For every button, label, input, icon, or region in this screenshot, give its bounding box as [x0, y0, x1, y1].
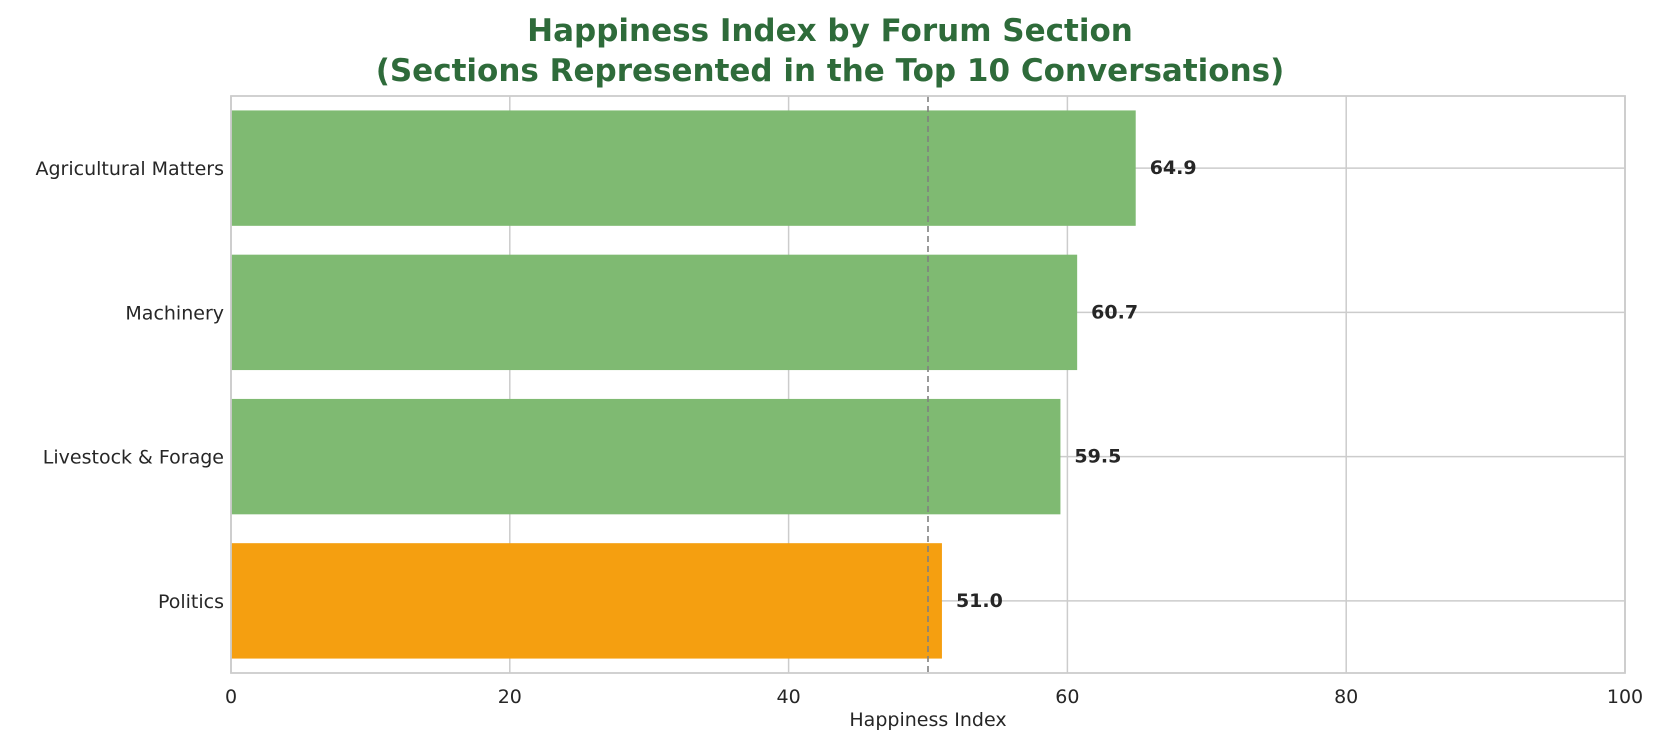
chart-title: Happiness Index by Forum Section	[527, 13, 1133, 49]
plot-border	[230, 95, 1626, 674]
labels-layer: 0 20 40 60 80 100 Agricultural Matters 64.9 Mach…	[35, 157, 1643, 731]
x-tick-label: 100	[1607, 686, 1643, 708]
bars-layer	[231, 110, 1136, 659]
y-tick-label: Politics	[158, 591, 224, 613]
x-axis-label: Happiness Index	[849, 709, 1006, 731]
x-tick-label: 40	[777, 686, 801, 708]
x-tick-label: 80	[1334, 686, 1358, 708]
bar-politics	[231, 543, 942, 659]
x-tick-label: 20	[498, 686, 522, 708]
bar-machinery	[231, 254, 1078, 371]
y-tick-label: Machinery	[125, 302, 224, 324]
bar-livestock-forage	[231, 398, 1061, 515]
y-tick-label: Livestock & Forage	[43, 447, 224, 469]
bar-value-label: 51.0	[956, 590, 1003, 612]
chart-subtitle: (Sections Represented in the Top 10 Conv…	[375, 53, 1285, 89]
bar-value-label: 60.7	[1091, 301, 1138, 323]
bar-agricultural-matters	[231, 110, 1136, 226]
y-tick-label: Agricultural Matters	[35, 158, 224, 180]
plot-frame	[230, 95, 1626, 674]
bar-value-label: 59.5	[1074, 446, 1121, 468]
x-tick-label: 60	[1055, 686, 1079, 708]
x-tick-label: 0	[225, 686, 237, 708]
bar-value-label: 64.9	[1150, 157, 1197, 179]
